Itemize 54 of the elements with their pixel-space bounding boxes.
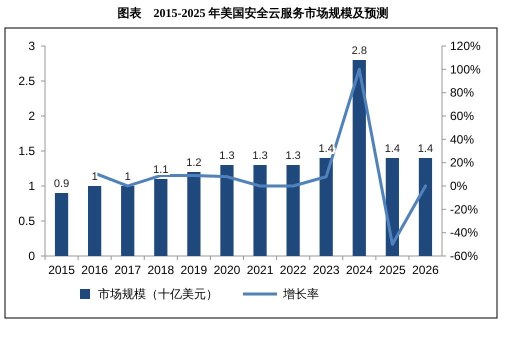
y2-tick-label: 60%	[450, 109, 474, 123]
legend-label: 市场规模（十亿美元）	[98, 287, 218, 301]
y-tick-label: 0	[28, 249, 36, 263]
data-label: 2.8	[352, 45, 367, 57]
y2-tick-label: 120%	[450, 39, 482, 53]
x-tick-label: 2024	[346, 263, 373, 277]
data-label: 1.3	[219, 150, 235, 162]
bar	[320, 158, 333, 256]
bar	[88, 186, 102, 256]
bar	[154, 179, 168, 256]
y-tick-label: 2.5	[18, 74, 36, 88]
bar	[54, 193, 68, 256]
data-label: 1	[124, 171, 131, 183]
y2-tick-label: 20%	[450, 156, 474, 170]
y2-tick-label: -20%	[450, 202, 478, 216]
y2-tick-label: 40%	[450, 132, 474, 146]
x-tick-label: 2022	[280, 263, 307, 277]
x-tick-label: 2025	[379, 263, 406, 277]
y2-tick-label: -40%	[450, 226, 478, 240]
y-tick-label: 1	[28, 179, 36, 193]
y2-tick-label: 0%	[450, 179, 468, 193]
y2-tick-label: -60%	[450, 249, 478, 263]
data-label: 1.3	[252, 150, 268, 162]
y2-tick-label: 80%	[450, 86, 474, 100]
data-label: 1.1	[153, 164, 168, 176]
x-tick-label: 2015	[48, 263, 76, 277]
y-tick-label: 1.5	[18, 144, 36, 158]
bar	[286, 165, 300, 256]
y-tick-label: 2	[28, 109, 36, 123]
x-tick-label: 2018	[147, 263, 174, 277]
chart-title: 图表 2015-2025 年美国安全云服务市场规模及预测	[118, 6, 388, 20]
bar	[220, 165, 234, 256]
bar	[253, 165, 267, 256]
data-label: 1.4	[318, 143, 334, 155]
y2-tick-label: 100%	[450, 62, 482, 76]
bar	[418, 158, 432, 256]
bar	[352, 60, 366, 256]
data-label: 1.4	[418, 143, 434, 155]
data-label: 1.4	[384, 143, 400, 155]
x-tick-label: 2020	[214, 263, 241, 277]
data-label: 0.9	[54, 178, 70, 190]
data-label: 1.2	[186, 157, 202, 169]
data-label: 1.3	[285, 150, 301, 162]
x-tick-label: 2026	[412, 263, 440, 277]
x-tick-label: 2021	[246, 263, 274, 277]
x-tick-label: 2019	[180, 263, 208, 277]
legend-label: 增长率	[282, 287, 319, 301]
bar	[187, 172, 200, 256]
bar	[121, 186, 134, 256]
x-tick-label: 2023	[312, 263, 340, 277]
y-tick-label: 3	[28, 39, 36, 53]
x-tick-label: 2016	[81, 263, 108, 277]
y-tick-label: 0.5	[18, 214, 36, 228]
x-tick-label: 2017	[114, 263, 142, 277]
